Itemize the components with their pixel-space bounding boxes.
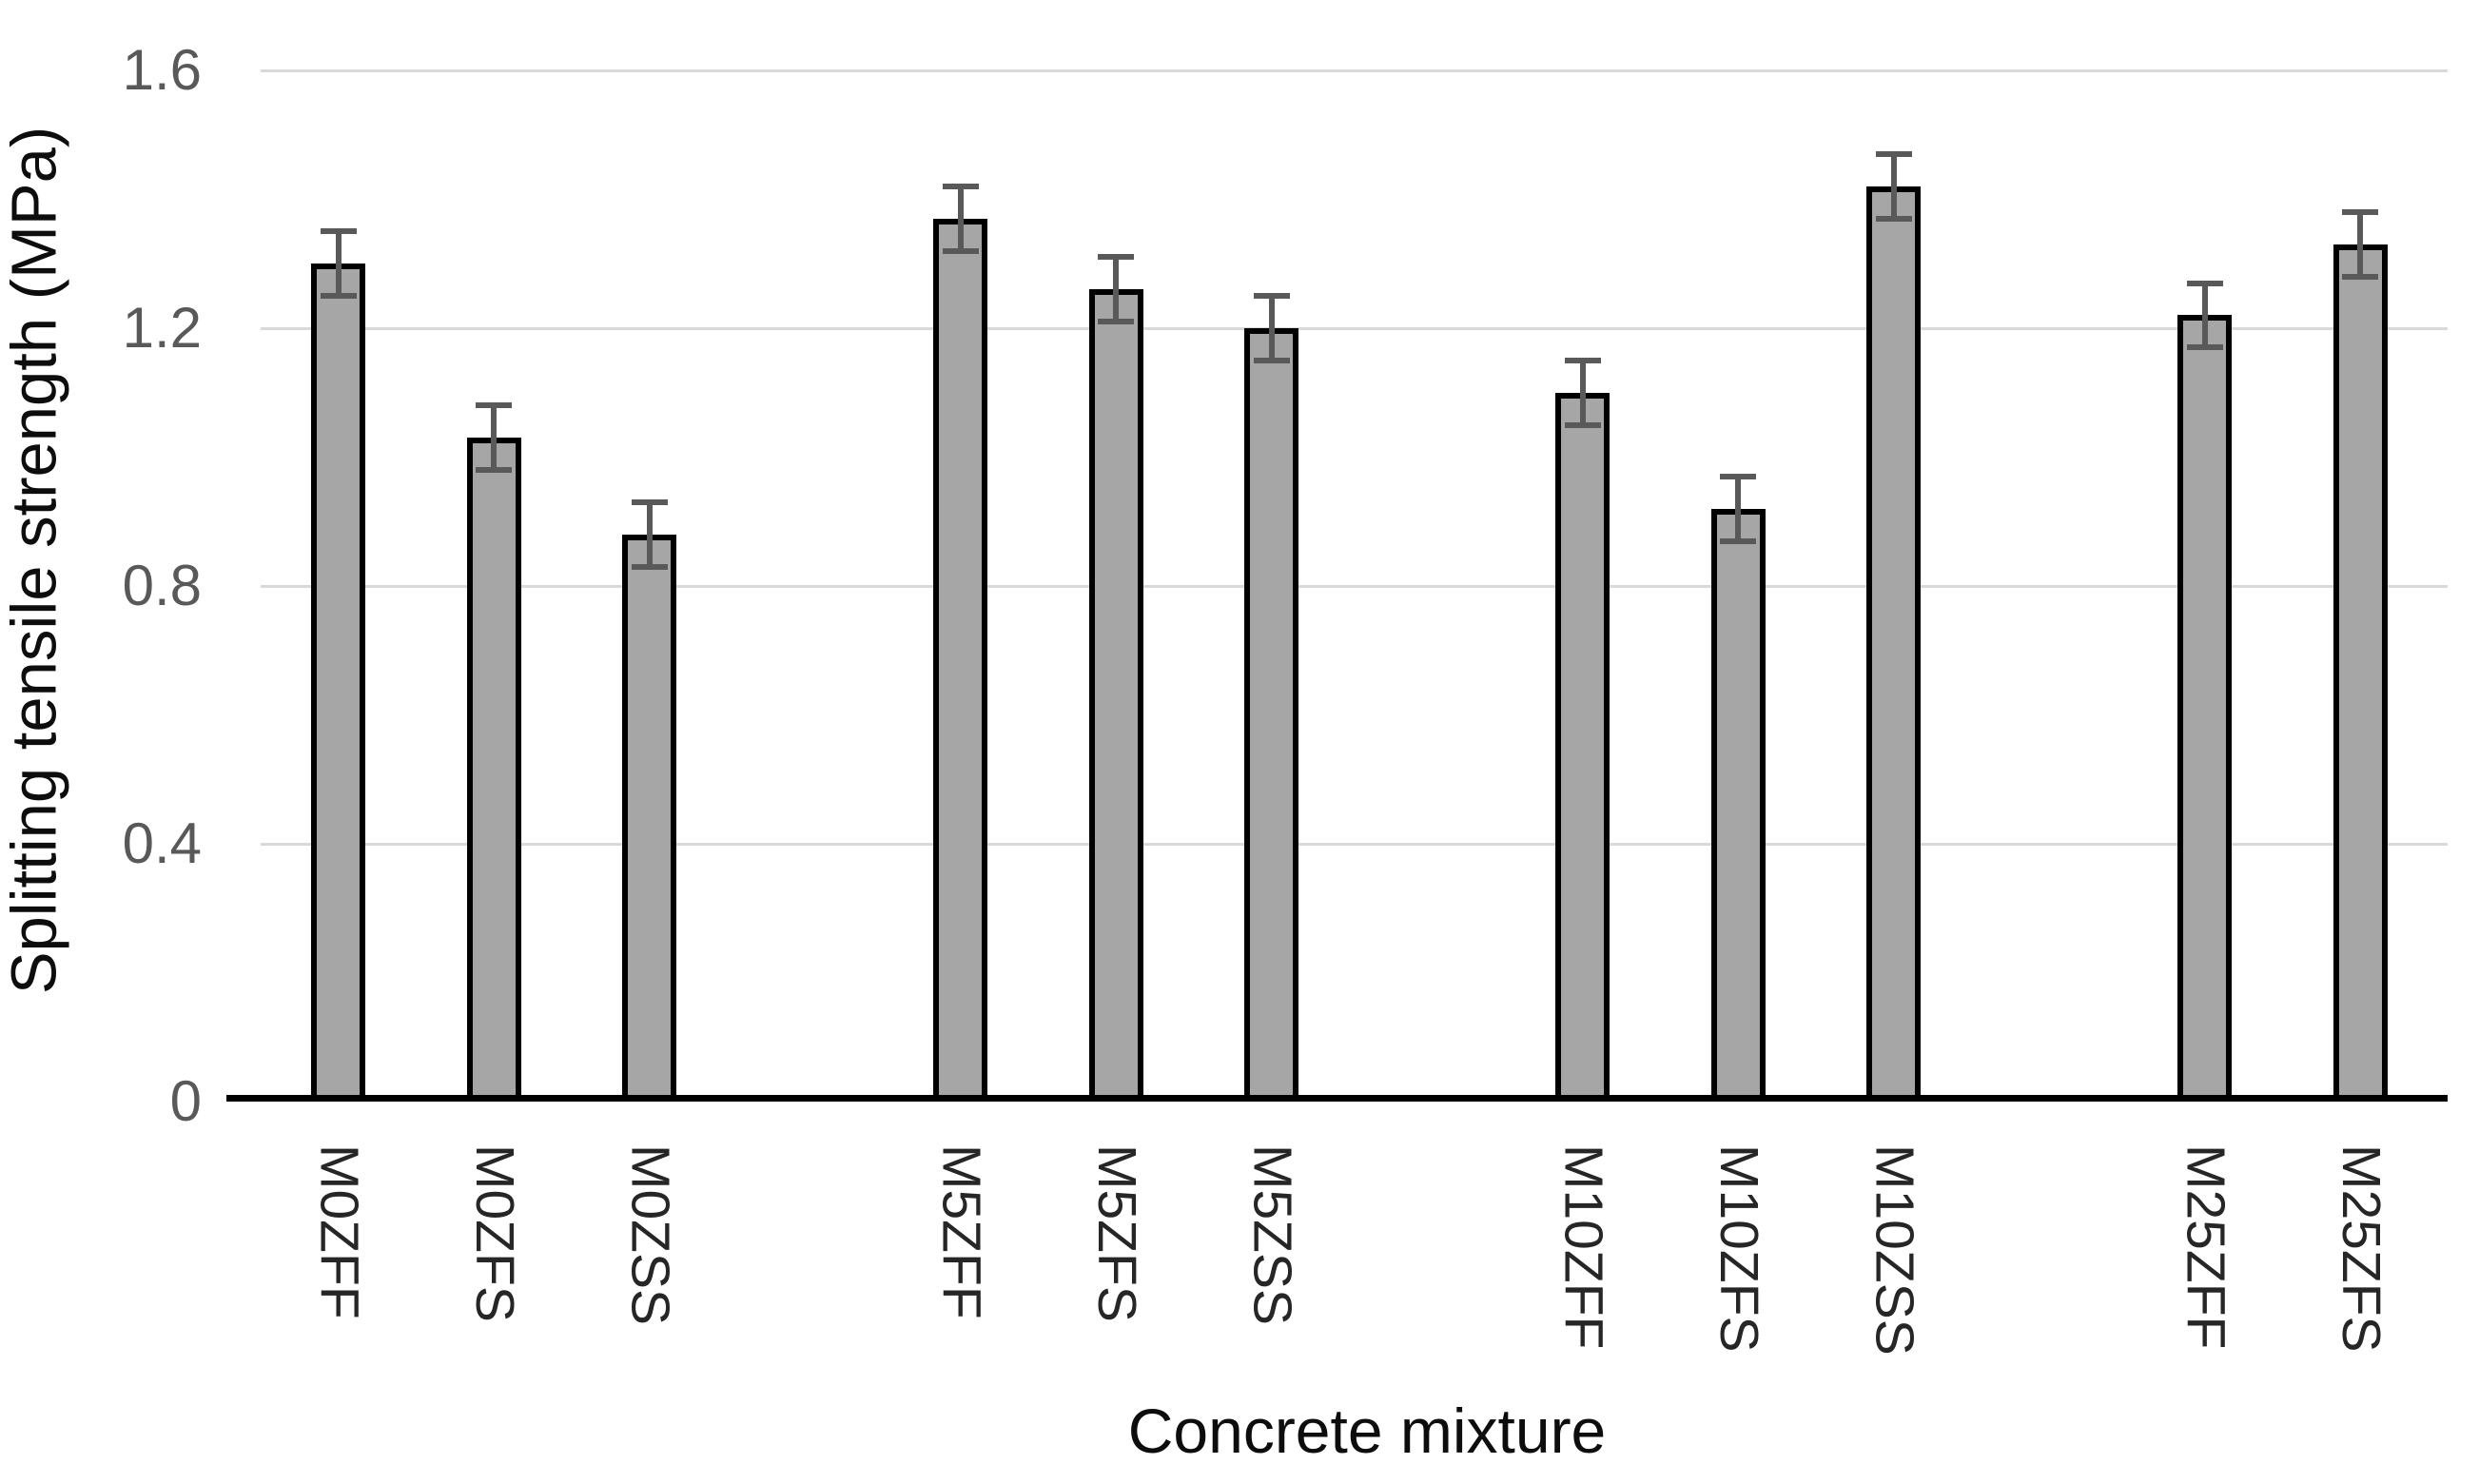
x-label-slot-M0ZFS: M0ZFS (417, 1144, 573, 1322)
x-label-slot-M0ZFF: M0ZFF (261, 1144, 417, 1319)
bar-slot-M5ZFF (883, 70, 1039, 1102)
bar-slot-M25ZFS (2283, 70, 2439, 1102)
gridline-1.6 (261, 68, 2448, 72)
bar-M0ZFS (466, 438, 521, 1102)
error-bar-M0ZFF (335, 231, 342, 297)
error-bar-cap-bottom-M0ZFF (320, 293, 357, 300)
error-bar-cap-bottom-M25ZFS (2342, 273, 2379, 280)
error-bar-cap-bottom-M0ZSS (631, 563, 668, 570)
error-bar-cap-top-M25ZFF (2186, 280, 2223, 286)
error-bar-M5ZFF (957, 186, 964, 251)
error-bar-cap-bottom-M5ZFF (942, 247, 979, 254)
error-bar-cap-top-M0ZFF (320, 228, 357, 235)
bar-M5ZFS (1088, 289, 1143, 1102)
bar-slot-M5ZFS (1039, 70, 1195, 1102)
plot-area (261, 68, 2448, 1102)
error-bar-cap-top-M10ZFF (1564, 357, 1601, 363)
x-label-slot-M10ZFF: M10ZFF (1505, 1144, 1661, 1349)
bars-row (261, 70, 2438, 1102)
x-label-slot-M0ZSS: M0ZSS (572, 1144, 728, 1325)
x-label-slot-M25ZFF: M25ZFF (2127, 1144, 2283, 1349)
error-bar-M25ZFS (2357, 212, 2364, 277)
x-label-M0ZFS: M0ZFS (464, 1144, 526, 1322)
error-bar-M10ZFS (1735, 476, 1742, 541)
x-label-M25ZFF: M25ZFF (2175, 1144, 2236, 1350)
bar-slot-M10ZFS (1661, 70, 1817, 1102)
error-bar-cap-top-M5ZSS (1253, 293, 1290, 300)
error-bar-cap-top-M5ZFF (942, 183, 979, 189)
bar-M5ZFF (933, 218, 988, 1102)
x-label-M5ZSS: M5ZSS (1241, 1144, 1303, 1326)
x-axis-line (226, 1095, 2448, 1102)
y-tick-label-0: 0 (169, 1069, 202, 1133)
error-bar-M0ZFS (491, 405, 498, 471)
x-label-slot-M5ZFF: M5ZFF (883, 1144, 1039, 1319)
error-bar-cap-bottom-M10ZFF (1564, 421, 1601, 428)
x-label-M5ZFS: M5ZFS (1086, 1144, 1148, 1322)
group-gap (1350, 70, 1506, 1102)
error-bar-cap-top-M25ZFS (2342, 209, 2379, 216)
error-bar-M10ZFF (1579, 360, 1586, 425)
error-bar-M0ZSS (646, 501, 653, 567)
bar-slot-M10ZSS (1816, 70, 1972, 1102)
bar-slot-M5ZSS (1194, 70, 1350, 1102)
error-bar-M5ZSS (1268, 296, 1275, 361)
x-label-M0ZSS: M0ZSS (619, 1144, 681, 1326)
bar-M0ZSS (622, 534, 677, 1102)
y-tick-label-0.8: 0.8 (122, 554, 202, 617)
x-label-slot-M5ZSS: M5ZSS (1194, 1144, 1350, 1325)
error-bar-M5ZFS (1113, 257, 1120, 322)
x-label-M0ZFF: M0ZFF (308, 1144, 370, 1319)
x-label-slot-M10ZFS: M10ZFS (1661, 1144, 1817, 1353)
bar-slot-M0ZFF (261, 70, 417, 1102)
bar-M0ZFF (311, 264, 366, 1102)
bar-M25ZFF (2177, 315, 2233, 1102)
x-label-M10ZSS: M10ZSS (1864, 1144, 1925, 1356)
error-bar-cap-bottom-M5ZSS (1253, 357, 1290, 363)
x-label-slot-M5ZFS: M5ZFS (1039, 1144, 1195, 1322)
bar-M10ZFF (1555, 392, 1610, 1102)
bar-M10ZSS (1866, 186, 1922, 1102)
bar-M10ZFS (1710, 508, 1766, 1102)
error-bar-cap-top-M10ZSS (1875, 151, 1912, 158)
bar-M5ZSS (1244, 328, 1299, 1102)
x-label-M25ZFS: M25ZFS (2331, 1144, 2392, 1353)
y-tick-label-1.2: 1.2 (122, 296, 202, 360)
error-bar-cap-top-M5ZFS (1098, 254, 1135, 261)
group-gap (728, 70, 884, 1102)
error-bar-cap-top-M0ZSS (631, 498, 668, 505)
bar-slot-M0ZSS (572, 70, 728, 1102)
error-bar-cap-top-M0ZFS (476, 402, 513, 409)
error-bar-cap-top-M10ZFS (1720, 473, 1757, 479)
bar-slot-M0ZFS (417, 70, 573, 1102)
error-bar-cap-bottom-M0ZFS (476, 467, 513, 474)
error-bar-M25ZFF (2201, 283, 2208, 348)
gridline-0.4 (261, 842, 2448, 846)
x-label-M5ZFF: M5ZFF (930, 1144, 992, 1319)
y-tick-label-0.4: 0.4 (122, 811, 202, 875)
x-label-M10ZFF: M10ZFF (1552, 1144, 1614, 1350)
error-bar-M10ZSS (1890, 154, 1897, 219)
bar-slot-M10ZFF (1505, 70, 1661, 1102)
group-gap (1972, 70, 2128, 1102)
x-axis-title: Concrete mixture (1127, 1396, 1607, 1466)
x-axis-labels: M0ZFF M0ZFS M0ZSS M5ZFF M5ZFS M5ZSS M10ZFF M10Z… (261, 1144, 2438, 1420)
x-label-slot-M25ZFS: M25ZFS (2283, 1144, 2439, 1353)
bar-M25ZFS (2333, 244, 2388, 1102)
x-label-M10ZFS: M10ZFS (1708, 1144, 1770, 1353)
gridline-0.8 (261, 584, 2448, 588)
error-bar-cap-bottom-M10ZSS (1875, 215, 1912, 222)
y-tick-label-1.6: 1.6 (122, 38, 202, 102)
bar-slot-M25ZFF (2127, 70, 2283, 1102)
gridline-1.2 (261, 326, 2448, 330)
error-bar-cap-bottom-M25ZFF (2186, 344, 2223, 351)
error-bar-cap-bottom-M10ZFS (1720, 537, 1757, 544)
x-label-slot-M10ZSS: M10ZSS (1816, 1144, 1972, 1356)
error-bar-cap-bottom-M5ZFS (1098, 319, 1135, 325)
